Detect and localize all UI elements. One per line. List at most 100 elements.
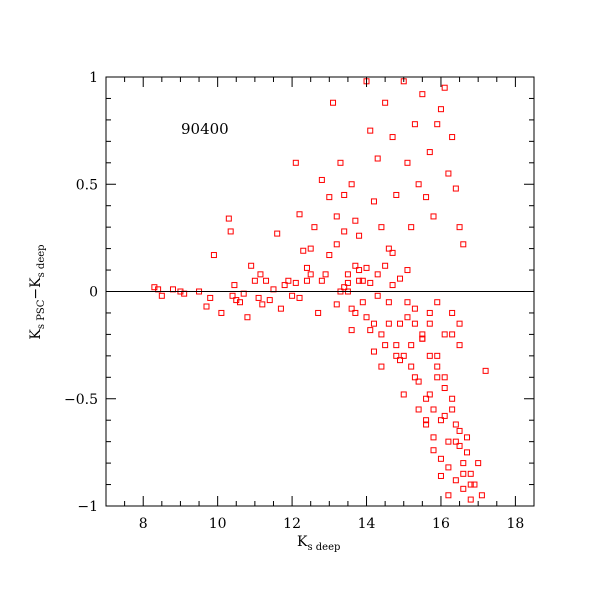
data-point (259, 301, 266, 308)
data-point (437, 417, 444, 424)
data-point (449, 331, 456, 338)
data-point (344, 271, 351, 278)
data-point (367, 127, 374, 134)
data-point (400, 391, 407, 398)
data-point (296, 211, 303, 218)
data-point (352, 309, 359, 316)
data-point (255, 294, 262, 301)
data-point (385, 320, 392, 327)
data-point (203, 303, 210, 310)
data-point (478, 492, 485, 499)
data-point (449, 406, 456, 413)
x-tick-label: 10 (209, 516, 227, 532)
data-point (456, 342, 463, 349)
data-point (227, 228, 234, 235)
data-point (411, 320, 418, 327)
x-axis-label-main: K (297, 534, 308, 550)
data-point (437, 106, 444, 113)
data-point (333, 241, 340, 248)
data-point (326, 194, 333, 201)
y-tick-label: −1 (77, 499, 98, 515)
data-point (393, 352, 400, 359)
data-point (434, 363, 441, 370)
data-point (389, 134, 396, 141)
y-tick-label: −0.5 (64, 392, 98, 408)
data-point (423, 194, 430, 201)
data-point (434, 121, 441, 128)
data-point (437, 455, 444, 462)
data-point (333, 213, 340, 220)
y-axis-ticks: −1 −0.5 0 0.5 1 (64, 70, 534, 515)
data-point (426, 309, 433, 316)
data-point (296, 294, 303, 301)
data-point (248, 262, 255, 269)
data-point (437, 472, 444, 479)
data-point (370, 320, 377, 327)
data-point (385, 299, 392, 306)
data-point (456, 442, 463, 449)
data-point (441, 412, 448, 419)
data-point (231, 282, 238, 289)
data-point (382, 99, 389, 106)
data-point (307, 271, 314, 278)
data-point (456, 427, 463, 434)
data-point (344, 279, 351, 286)
data-point (415, 378, 422, 385)
data-point (408, 342, 415, 349)
data-point (330, 99, 337, 106)
data-point (382, 342, 389, 349)
data-point (363, 264, 370, 271)
data-point (244, 314, 251, 321)
data-point (445, 492, 452, 499)
data-point (359, 277, 366, 284)
data-point (434, 299, 441, 306)
data-point (452, 477, 459, 484)
data-point (404, 314, 411, 321)
chart-annotation: 90400 (181, 120, 229, 138)
data-point (434, 352, 441, 359)
data-point (158, 292, 165, 299)
data-point (430, 213, 437, 220)
data-point (389, 249, 396, 256)
data-point (281, 282, 288, 289)
y-axis-label-main1: K (28, 329, 44, 340)
data-point (419, 331, 426, 338)
data-point (303, 264, 310, 271)
data-point (348, 327, 355, 334)
data-point (452, 421, 459, 428)
data-point (359, 299, 366, 306)
data-point (449, 395, 456, 402)
data-point (318, 277, 325, 284)
data-point (467, 481, 474, 488)
data-point (356, 267, 363, 274)
data-point (292, 159, 299, 166)
data-point (367, 327, 374, 334)
data-point (210, 252, 217, 259)
data-point (263, 277, 270, 284)
data-point (374, 271, 381, 278)
data-point (370, 348, 377, 355)
data-point (434, 374, 441, 381)
data-point (460, 460, 467, 467)
x-tick-label: 12 (283, 516, 301, 532)
data-point (356, 277, 363, 284)
data-point (441, 84, 448, 91)
data-point (426, 149, 433, 156)
data-point (389, 282, 396, 289)
data-point (274, 230, 281, 237)
data-point (341, 284, 348, 291)
data-point (341, 191, 348, 198)
data-point (236, 299, 243, 306)
data-point (393, 191, 400, 198)
y-tick-label: 1 (89, 70, 98, 86)
data-point (411, 374, 418, 381)
data-point (285, 277, 292, 284)
data-point (449, 134, 456, 141)
y-tick-label: 0.5 (76, 177, 98, 193)
data-point (367, 279, 374, 286)
data-point (456, 224, 463, 231)
data-point (289, 292, 296, 299)
data-point (423, 421, 430, 428)
data-point (378, 224, 385, 231)
